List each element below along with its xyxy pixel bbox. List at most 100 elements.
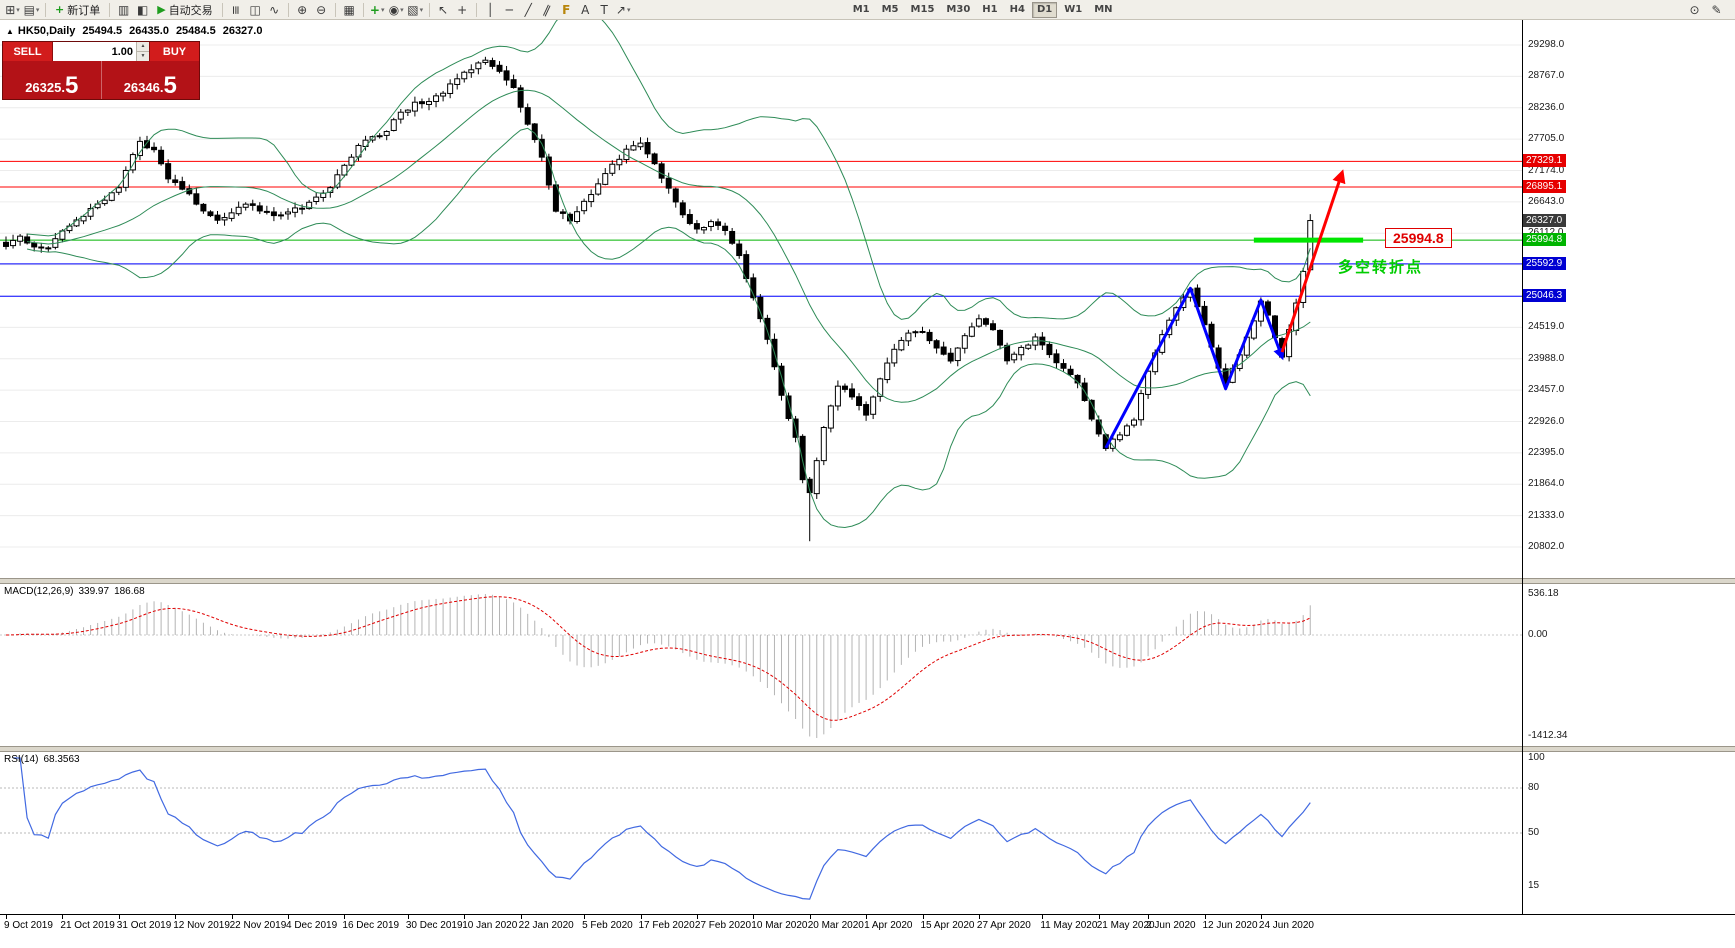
bar-chart-icon[interactable]: ≡ (227, 1, 246, 18)
price-chart-pane[interactable]: ▲ HK50,Daily 25494.5 26435.0 25484.5 26327.0 … (0, 20, 1522, 578)
new-order-button[interactable]: + 新订单 (50, 1, 105, 18)
time-tick (464, 915, 466, 919)
volume-increase-button[interactable]: ▲ (137, 42, 149, 52)
ohlc-close: 26327.0 (222, 25, 263, 37)
dropdown-arrow-icon[interactable]: ▾ (16, 5, 20, 14)
fibonacci-icon[interactable]: F (557, 1, 576, 18)
profiles-icon[interactable]: ▤ ▾ (22, 1, 41, 18)
text-icon[interactable]: A (576, 1, 595, 18)
trendline-icon[interactable]: ╱ (519, 1, 538, 18)
time-axis[interactable]: 9 Oct 2019 21 Oct 2019 31 Oct 2019 12 Nov 2… (0, 914, 1735, 948)
indicators-icon[interactable]: + ▾ (368, 1, 387, 18)
timeframe-h4-button[interactable]: H4 (1009, 3, 1025, 15)
price-tick-label: 22395.0 (1528, 446, 1565, 458)
price-tick-label: 26643.0 (1528, 195, 1565, 207)
rsi-axis-label: 80 (1528, 782, 1540, 793)
candlestick-chart-icon[interactable]: ◫ (246, 1, 265, 18)
time-tick (231, 915, 233, 919)
time-axis-label: 12 Nov 2019 (173, 920, 230, 931)
quick-draw-icon[interactable]: ✎ (1711, 2, 1722, 17)
dropdown-arrow-icon[interactable]: ▾ (380, 5, 385, 14)
text-icon: A (581, 2, 590, 17)
toolbar-separator (475, 2, 477, 17)
market-watch-icon[interactable]: ▥ (114, 1, 133, 18)
new-order-icon: + (55, 3, 65, 16)
pane-splitter[interactable] (0, 746, 1735, 752)
time-tick (407, 915, 409, 919)
candlestick-chart-icon: ◫ (249, 2, 261, 17)
crosshair-icon[interactable]: + (453, 1, 472, 18)
volume-field[interactable]: 1.00 ▲ ▼ (53, 42, 149, 61)
equidistant-channel-icon: ∥ (541, 1, 553, 18)
timeframe-d1-button[interactable]: D1 (1031, 1, 1058, 18)
zoom-in-icon: ⊕ (297, 2, 308, 17)
macd-value-signal: 186.68 (114, 586, 145, 597)
autotrading-button[interactable]: ▶ 自动交易 (152, 1, 217, 18)
macd-axis-zero: 0.00 (1528, 629, 1548, 640)
toolbar-separator (221, 2, 223, 17)
fibonacci-icon: F (562, 2, 571, 17)
text-label-icon[interactable]: T (595, 1, 614, 18)
price-tick-label: 21333.0 (1528, 509, 1565, 521)
price-tick-label: 22926.0 (1528, 415, 1565, 427)
toolbar-separator (45, 2, 46, 17)
dropdown-arrow-icon[interactable]: ▾ (419, 5, 424, 14)
pane-splitter[interactable] (0, 578, 1735, 584)
new-chart-icon[interactable]: ⊞ ▾ (3, 1, 22, 18)
trade-prices: 26325. 5 26346. 5 (3, 61, 199, 99)
dropdown-arrow-icon[interactable]: ▾ (626, 5, 631, 14)
periods-icon[interactable]: ◉ ▾ (387, 1, 406, 18)
timeframe-m5-button[interactable]: M5 (881, 3, 899, 15)
sell-price[interactable]: 26325. 5 (3, 61, 102, 99)
equidistant-channel-icon[interactable]: ∥ (538, 1, 557, 18)
price-tick-label: 26112.0 (1528, 227, 1563, 238)
volume-value[interactable]: 1.00 (111, 45, 133, 58)
price-tick-label: 20802.0 (1528, 541, 1565, 552)
price-level-tag: 26895.1 (1523, 179, 1567, 193)
timeframe-h1-button[interactable]: H1 (982, 3, 998, 15)
dropdown-arrow-icon[interactable]: ▾ (35, 5, 40, 14)
rsi-pane[interactable]: RSI(14) 68.3563 (0, 752, 1522, 914)
toolbar-right-group: ⊙ ✎ (1685, 1, 1726, 18)
arrows-icon[interactable]: ↗ ▾ (614, 1, 633, 18)
time-tick (866, 915, 868, 919)
symbol-name: HK50,Daily (17, 25, 76, 37)
price-axis[interactable]: 29298.0 28767.0 28236.0 27705.0 27174.0 26643… (1523, 20, 1735, 914)
magnifier-icon[interactable]: ⊙ (1689, 2, 1700, 17)
price-tick-label: 27705.0 (1528, 133, 1565, 145)
time-tick (344, 915, 346, 919)
cursor-icon[interactable]: ↖ (434, 1, 453, 18)
timeframe-m15-button[interactable]: M15 (910, 3, 935, 15)
line-chart-icon[interactable]: ∿ (265, 1, 284, 18)
tile-windows-icon[interactable]: ▦ (340, 1, 359, 18)
buy-price[interactable]: 26346. 5 (102, 61, 200, 99)
zoom-out-icon[interactable]: ⊖ (312, 1, 331, 18)
time-axis-label: 27 Feb 2020 (694, 920, 752, 931)
timeframe-m30-button[interactable]: M30 (946, 3, 971, 15)
data-window-icon[interactable]: ◧ (133, 1, 152, 18)
volume-decrease-button[interactable]: ▼ (137, 52, 149, 61)
trade-header: SELL 1.00 ▲ ▼ BUY (3, 42, 199, 61)
timeframe-w1-button[interactable]: W1 (1064, 3, 1083, 15)
buy-button[interactable]: BUY (149, 42, 199, 61)
rsi-label: RSI(14) 68.3563 (4, 754, 85, 765)
toolbar: ⊞ ▾ ▤ ▾ + 新订单 ▥ ◧ ▶ 自动交易 ≡ ◫ ∿ ⊕ ⊖ ▦ + ▾ ◉ ▾ ▧ ▾ ↖ + │ ─ ╱ ∥ F A T ↗ ▾ M1… (0, 0, 1735, 20)
zoom-in-icon[interactable]: ⊕ (293, 1, 312, 18)
price-tick-label: 28767.0 (1528, 70, 1565, 82)
sell-button[interactable]: SELL (3, 42, 53, 61)
macd-title: MACD(12,26,9) (4, 586, 74, 597)
time-axis-label: 20 Mar 2020 (807, 920, 864, 931)
price-level-callout[interactable]: 25994.8 (1385, 228, 1452, 249)
macd-pane[interactable]: MACD(12,26,9) 339.97 186.68 (0, 584, 1522, 746)
time-tick (1042, 915, 1044, 919)
price-tick-label: 29298.0 (1528, 39, 1565, 50)
time-tick (288, 915, 289, 919)
horizontal-line-icon[interactable]: ─ (500, 1, 519, 18)
timeframe-mn-button[interactable]: MN (1094, 3, 1113, 15)
time-axis-label: 22 Jan 2020 (518, 920, 574, 931)
templates-icon[interactable]: ▧ ▾ (406, 1, 425, 18)
vertical-line-icon[interactable]: │ (481, 1, 500, 18)
dropdown-arrow-icon[interactable]: ▾ (400, 5, 404, 14)
turning-point-annotation[interactable]: 多空转折点 (1338, 259, 1424, 277)
timeframe-m1-button[interactable]: M1 (852, 3, 870, 15)
